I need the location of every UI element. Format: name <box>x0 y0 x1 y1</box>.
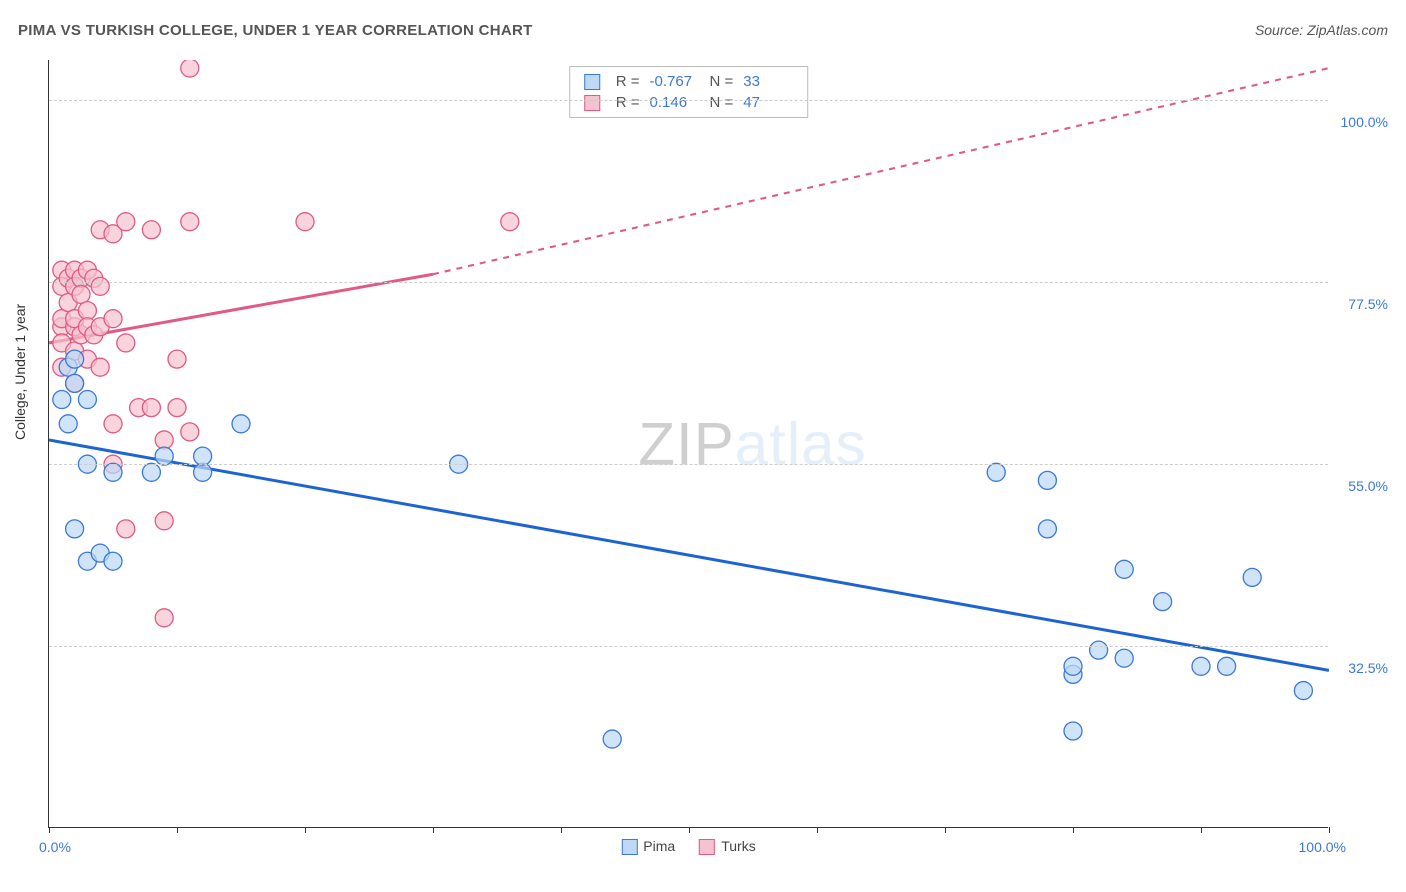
r-value-turks: 0.146 <box>650 94 700 111</box>
r-value-pima: -0.767 <box>650 73 700 90</box>
gridline-h <box>49 282 1328 283</box>
x-tick <box>433 827 434 833</box>
x-tick <box>689 827 690 833</box>
x-tick <box>945 827 946 833</box>
n-value-turks: 47 <box>743 94 793 111</box>
scatter-plot-svg <box>49 60 1329 828</box>
x-tick <box>1073 827 1074 833</box>
n-label: N = <box>710 73 734 90</box>
r-label: R = <box>616 94 640 111</box>
correlation-stats-box: R = -0.767 N = 33 R = 0.146 N = 47 <box>569 66 809 118</box>
source-credit: Source: ZipAtlas.com <box>1255 22 1388 38</box>
gridline-h <box>49 464 1328 465</box>
plot-area: ZIPatlas R = -0.767 N = 33 R = 0.146 N =… <box>48 60 1328 828</box>
y-tick-label: 32.5% <box>1348 660 1388 676</box>
legend-item-pima: Pima <box>621 838 675 855</box>
chart-title: PIMA VS TURKISH COLLEGE, UNDER 1 YEAR CO… <box>18 22 533 39</box>
x-tick <box>561 827 562 833</box>
x-tick <box>49 827 50 833</box>
y-tick-label: 55.0% <box>1348 478 1388 494</box>
y-axis-label: College, Under 1 year <box>12 304 28 440</box>
gridline-h <box>49 100 1328 101</box>
y-tick-label: 77.5% <box>1348 296 1388 312</box>
n-value-pima: 33 <box>743 73 793 90</box>
legend-item-turks: Turks <box>699 838 755 855</box>
y-tick-label: 100.0% <box>1341 114 1388 130</box>
x-tick <box>305 827 306 833</box>
stats-row-turks: R = 0.146 N = 47 <box>584 92 794 113</box>
x-axis-max-label: 100.0% <box>1299 839 1346 855</box>
gridline-h <box>49 646 1328 647</box>
legend: Pima Turks <box>621 838 755 855</box>
legend-label-pima: Pima <box>643 838 675 854</box>
x-tick <box>1201 827 1202 833</box>
stats-swatch-pima <box>584 74 600 90</box>
legend-swatch-turks <box>699 839 715 855</box>
x-tick <box>1329 827 1330 833</box>
x-tick <box>177 827 178 833</box>
legend-label-turks: Turks <box>721 838 755 854</box>
x-axis-min-label: 0.0% <box>39 839 71 855</box>
stats-row-pima: R = -0.767 N = 33 <box>584 71 794 92</box>
stats-swatch-turks <box>584 95 600 111</box>
legend-swatch-pima <box>621 839 637 855</box>
n-label: N = <box>710 94 734 111</box>
x-tick <box>817 827 818 833</box>
r-label: R = <box>616 73 640 90</box>
